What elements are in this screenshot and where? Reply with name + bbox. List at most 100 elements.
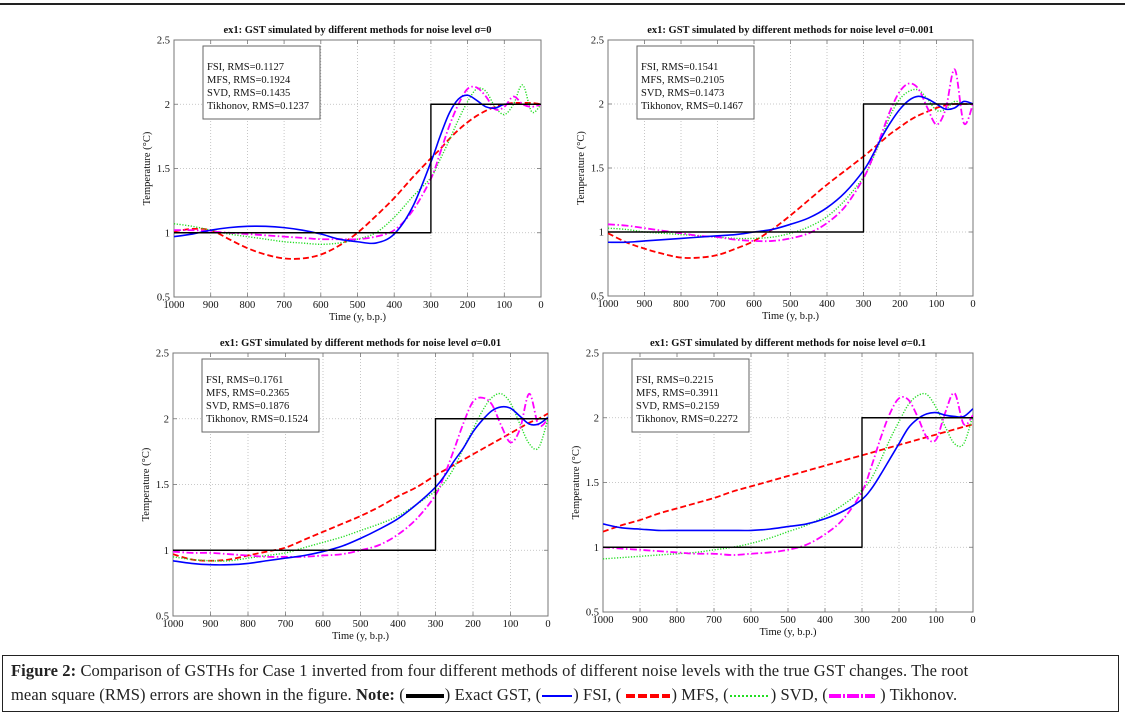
series-line-fsi xyxy=(608,95,973,244)
x-tick-label: 900 xyxy=(203,619,219,630)
series-group xyxy=(174,84,541,260)
y-tick-label: 0.5 xyxy=(156,612,169,623)
rms-entry: Tikhonov, RMS=0.1524 xyxy=(206,414,309,425)
x-tick-label: 900 xyxy=(632,615,648,626)
y-axis-label: Temperature (°C) xyxy=(571,445,582,519)
y-tick-label: 2 xyxy=(594,413,599,424)
series-line-fsi xyxy=(174,94,541,245)
y-tick-label: 2.5 xyxy=(156,349,169,360)
rms-entry: Tikhonov, RMS=0.1467 xyxy=(641,101,743,112)
x-tick-label: 300 xyxy=(856,299,872,310)
x-tick-label: 100 xyxy=(929,299,945,310)
x-tick-label: 100 xyxy=(503,619,519,630)
axes-frame xyxy=(602,352,974,613)
series-line-fsi xyxy=(603,408,973,532)
legend-swatch-tik xyxy=(828,694,875,699)
y-tick-label: 2.5 xyxy=(591,36,604,47)
chart-title: ex1: GST simulated by different methods … xyxy=(647,25,933,36)
x-tick-label: 1000 xyxy=(164,300,185,311)
rms-entry: MFS, RMS=0.3911 xyxy=(636,388,719,399)
x-tick-label: 200 xyxy=(465,619,481,630)
x-tick-label: 700 xyxy=(710,299,726,310)
rms-legend-box xyxy=(631,358,750,433)
rms-entry: FSI, RMS=0.1127 xyxy=(207,62,284,73)
y-tick-label: 1.5 xyxy=(586,478,599,489)
x-tick-label: 200 xyxy=(460,300,476,311)
y-tick-label: 1 xyxy=(594,543,599,554)
series-line-tik xyxy=(173,392,548,558)
figure-caption: Figure 2: Comparison of GSTHs for Case 1… xyxy=(2,655,1119,712)
rms-legend-box xyxy=(201,358,320,433)
y-tick-label: 0.5 xyxy=(586,608,599,619)
x-tick-label: 100 xyxy=(496,300,512,311)
note-label: Note: xyxy=(355,685,395,704)
x-tick-label: 0 xyxy=(538,300,543,311)
rms-entry: MFS, RMS=0.2365 xyxy=(206,388,289,399)
axes-frame xyxy=(607,39,974,297)
x-tick-label: 700 xyxy=(278,619,294,630)
x-tick-label: 1000 xyxy=(163,619,184,630)
chart-panel-1: ex1: GST simulated by different methods … xyxy=(142,25,544,323)
x-tick-label: 800 xyxy=(669,615,685,626)
caption-line-1: Figure 2: Comparison of GSTHs for Case 1… xyxy=(11,661,968,681)
legend-label-svd: SVD, xyxy=(780,685,819,704)
rms-entry: FSI, RMS=0.1541 xyxy=(641,62,718,73)
y-axis-label: Temperature (°C) xyxy=(576,131,587,205)
x-tick-label: 800 xyxy=(240,300,256,311)
top-rule xyxy=(0,3,1125,5)
rms-entry: Tikhonov, RMS=0.1237 xyxy=(207,101,309,112)
x-tick-label: 700 xyxy=(706,615,722,626)
legend-label-tik: Tikhonov. xyxy=(889,685,958,704)
y-tick-label: 1 xyxy=(164,546,169,557)
x-tick-label: 600 xyxy=(746,299,762,310)
x-axis-label: Time (y, b.p.) xyxy=(760,627,817,638)
chart-title: ex1: GST simulated by different methods … xyxy=(650,338,926,349)
x-tick-label: 500 xyxy=(780,615,796,626)
rms-legend-box xyxy=(636,45,755,120)
y-tick-label: 2 xyxy=(164,414,169,425)
chart-title: ex1: GST simulated by different methods … xyxy=(223,25,491,36)
y-tick-label: 1.5 xyxy=(591,164,604,175)
x-tick-label: 600 xyxy=(313,300,329,311)
axes-frame xyxy=(173,39,542,298)
rms-entry: SVD, RMS=0.1435 xyxy=(207,88,290,99)
chart-panel-3: ex1: GST simulated by different methods … xyxy=(141,338,551,642)
y-tick-label: 2 xyxy=(599,100,604,111)
series-line-exact xyxy=(608,103,973,233)
x-tick-label: 1000 xyxy=(593,615,614,626)
x-tick-label: 400 xyxy=(817,615,833,626)
x-tick-label: 0 xyxy=(545,619,550,630)
series-group xyxy=(173,392,548,566)
y-tick-label: 1 xyxy=(599,228,604,239)
y-axis-label: Temperature (°C) xyxy=(141,447,152,521)
series-line-exact xyxy=(603,417,973,548)
x-tick-label: 400 xyxy=(390,619,406,630)
rms-entry: SVD, RMS=0.1473 xyxy=(641,88,724,99)
series-line-svd xyxy=(608,88,973,240)
x-tick-label: 900 xyxy=(203,300,219,311)
x-tick-label: 500 xyxy=(783,299,799,310)
y-tick-label: 0.5 xyxy=(591,292,604,303)
x-axis-label: Time (y, b.p.) xyxy=(762,311,819,322)
rms-entry: FSI, RMS=0.1761 xyxy=(206,375,283,386)
y-tick-label: 1 xyxy=(165,228,170,239)
x-axis-label: Time (y, b.p.) xyxy=(332,631,389,642)
x-tick-label: 900 xyxy=(637,299,653,310)
x-tick-label: 600 xyxy=(315,619,331,630)
caption-text-1: Comparison of GSTHs for Case 1 inverted … xyxy=(76,661,969,680)
series-line-mfs xyxy=(608,103,973,259)
rms-entry: SVD, RMS=0.2159 xyxy=(636,401,719,412)
x-tick-label: 800 xyxy=(240,619,256,630)
x-tick-label: 400 xyxy=(386,300,402,311)
legend-swatch-fsi xyxy=(542,695,573,698)
chart-panel-4: ex1: GST simulated by different methods … xyxy=(571,338,976,638)
series-line-tik xyxy=(608,68,973,243)
y-tick-label: 1.5 xyxy=(157,164,170,175)
series-line-exact xyxy=(174,103,541,234)
series-line-tik xyxy=(174,85,541,241)
y-tick-label: 2.5 xyxy=(157,36,170,47)
caption-text-2: mean square (RMS) errors are shown in th… xyxy=(11,685,356,704)
x-tick-label: 300 xyxy=(854,615,870,626)
y-tick-label: 2.5 xyxy=(586,349,599,360)
x-tick-label: 800 xyxy=(673,299,689,310)
